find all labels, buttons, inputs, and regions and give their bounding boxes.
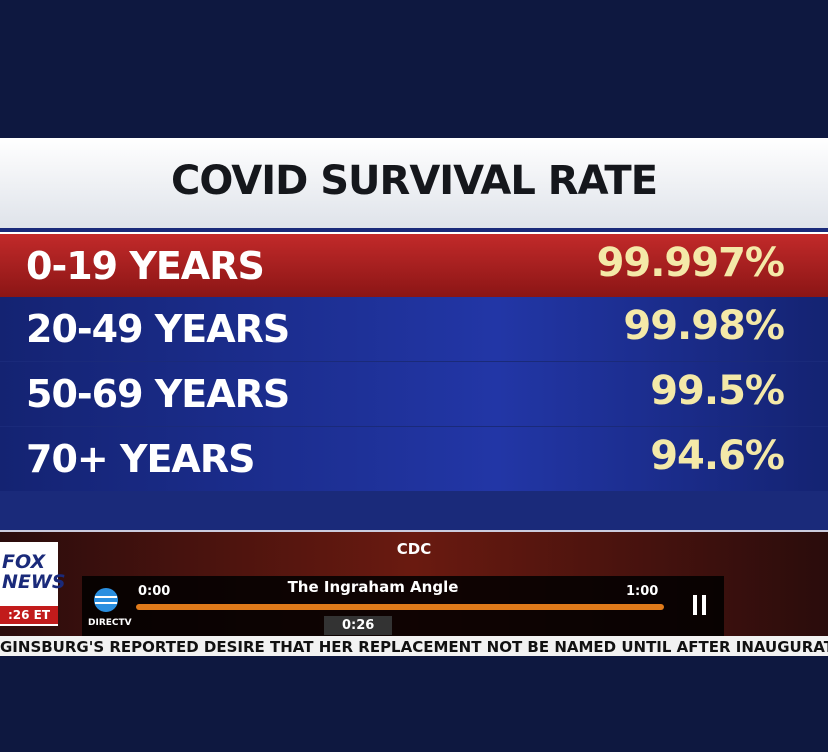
table-row: 0-19 YEARS 99.997%: [0, 232, 828, 300]
end-time: 1:00: [626, 584, 659, 599]
table-row: 20-49 YEARS 99.98%: [0, 297, 828, 361]
current-time: 0:26: [324, 616, 393, 635]
table-row: 50-69 YEARS 99.5%: [0, 362, 828, 426]
progress-bar[interactable]: [136, 604, 664, 610]
source: CDC: [396, 540, 432, 558]
news-ticker: GINSBURG'S REPORTED DESIRE THAT HER REPL…: [0, 636, 828, 656]
table-row: 70+ YEARS 94.6%: [0, 427, 828, 491]
age-group: 0-19 YEARS: [26, 244, 265, 288]
title-band: COVID SURVIVAL RATE: [0, 138, 828, 228]
age-group: 70+ YEARS: [26, 437, 255, 481]
clock: :26 ET: [0, 606, 58, 624]
show-title: The Ingraham Angle: [287, 578, 459, 596]
title: COVID SURVIVAL RATE: [170, 158, 658, 204]
brand-icon: [94, 588, 118, 612]
video-player: DIRECTV 0:00 The Ingraham Angle 1:00 0:2…: [82, 576, 724, 636]
tv-screen: COVID SURVIVAL RATE CDC FOX NEWS :26 ET …: [0, 138, 828, 656]
age-group: 50-69 YEARS: [26, 372, 290, 416]
survival-rate: 99.997%: [596, 240, 785, 286]
survival-rate: 94.6%: [650, 433, 785, 479]
survival-rate: 99.98%: [623, 303, 785, 349]
start-time: 0:00: [138, 584, 171, 599]
age-group: 20-49 YEARS: [26, 307, 290, 351]
logo-text: FOX NEWS: [2, 551, 66, 593]
pause-button[interactable]: [692, 594, 708, 616]
network-logo: FOX NEWS :26 ET: [0, 542, 66, 626]
lower-third: CDC FOX NEWS :26 ET DIRECTV 0:00 The Ing…: [0, 530, 828, 656]
brand: DIRECTV: [88, 618, 132, 628]
survival-rate: 99.5%: [650, 368, 785, 414]
